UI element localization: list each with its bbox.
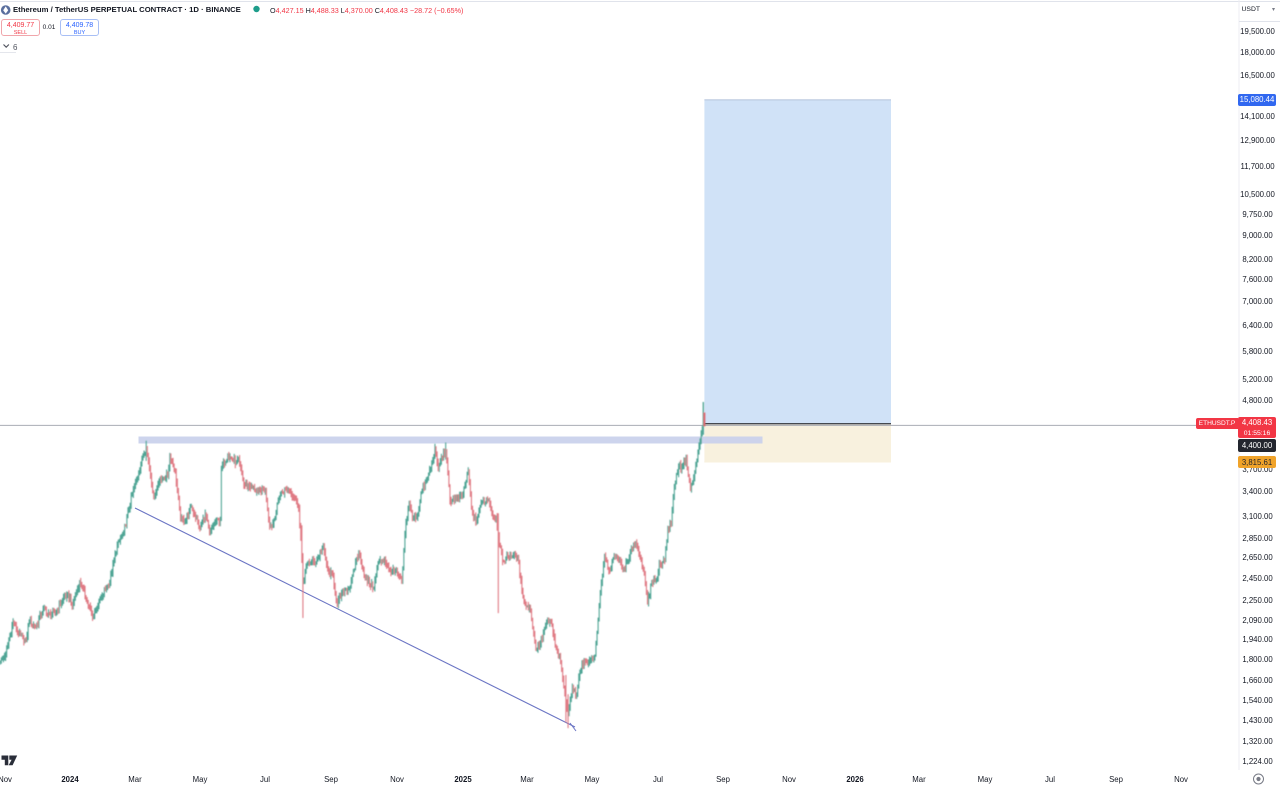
svg-text:6: 6 — [13, 43, 18, 52]
